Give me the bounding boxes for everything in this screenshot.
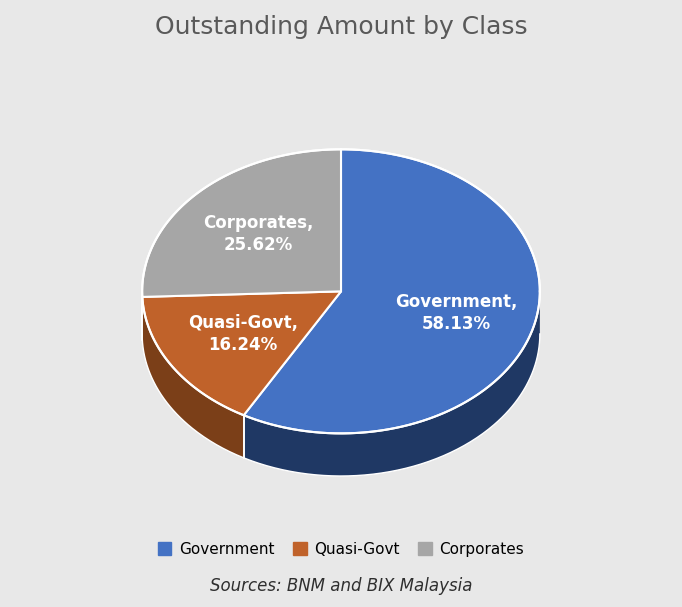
Text: Sources: BNM and BIX Malaysia: Sources: BNM and BIX Malaysia bbox=[210, 577, 472, 595]
Polygon shape bbox=[143, 291, 341, 415]
Text: Government,
58.13%: Government, 58.13% bbox=[396, 293, 518, 333]
Text: Corporates,
25.62%: Corporates, 25.62% bbox=[203, 214, 313, 254]
Polygon shape bbox=[143, 297, 243, 458]
Polygon shape bbox=[243, 149, 540, 433]
Text: Outstanding Amount by Class: Outstanding Amount by Class bbox=[155, 15, 527, 39]
Polygon shape bbox=[142, 149, 341, 297]
Text: Quasi-Govt,
16.24%: Quasi-Govt, 16.24% bbox=[188, 314, 297, 354]
Legend: Government, Quasi-Govt, Corporates: Government, Quasi-Govt, Corporates bbox=[151, 536, 531, 563]
Polygon shape bbox=[243, 293, 540, 476]
